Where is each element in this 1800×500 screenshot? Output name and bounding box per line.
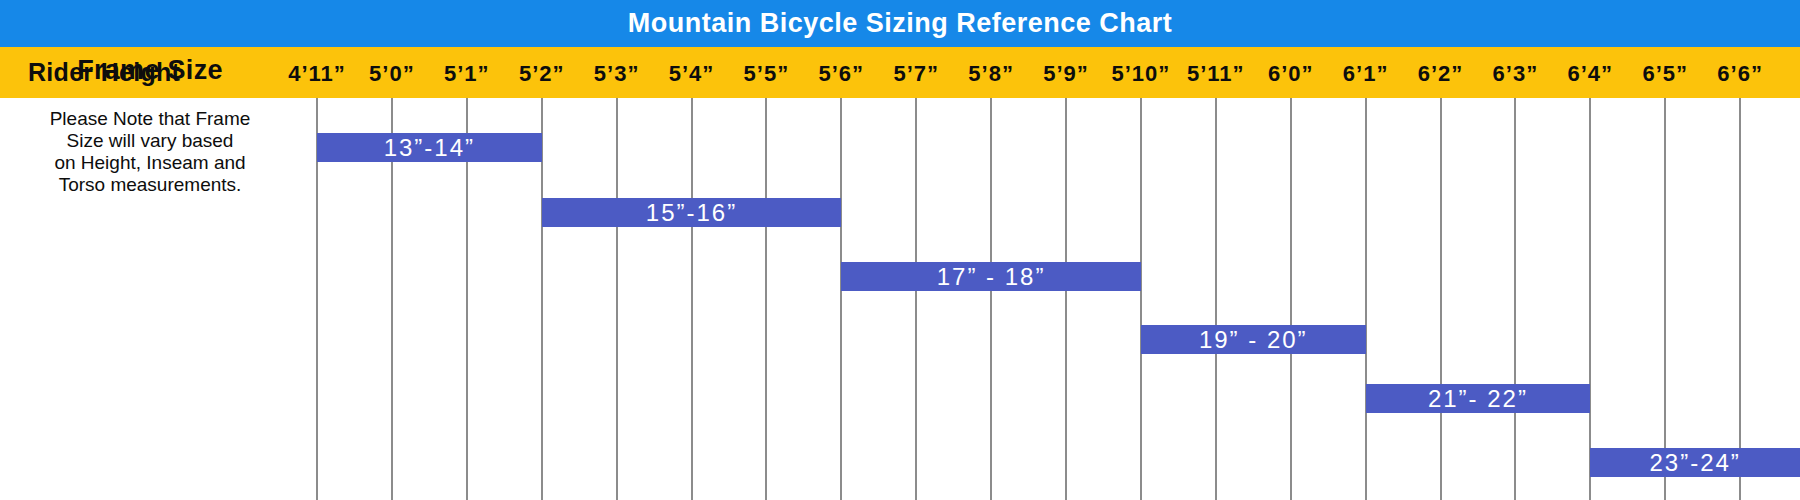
height-tick: 6’3” (1493, 47, 1539, 98)
frame-size-note: Please Note that Frame Size will vary ba… (20, 108, 280, 196)
height-tick: 5’10” (1111, 47, 1170, 98)
height-tick: 4’11” (288, 47, 346, 98)
height-tick: 6’1” (1343, 47, 1389, 98)
gridline (1065, 98, 1067, 500)
frame-size-bar: 15”-16” (542, 198, 842, 227)
gridline (915, 98, 917, 500)
height-tick: 6’0” (1268, 47, 1314, 98)
frame-size-heading: Frame Size (20, 55, 280, 86)
height-tick: 5’7” (893, 47, 939, 98)
gridline (990, 98, 992, 500)
height-tick: 5’1” (444, 47, 490, 98)
frame-size-bar: 13”-14” (317, 133, 542, 162)
chart-title: Mountain Bicycle Sizing Reference Chart (628, 8, 1173, 39)
height-tick: 6’4” (1568, 47, 1614, 98)
chart-title-bar: Mountain Bicycle Sizing Reference Chart (0, 0, 1800, 47)
gridline (1664, 98, 1666, 500)
frame-size-bar: 17” - 18” (841, 262, 1141, 291)
gridline (1140, 98, 1142, 500)
frame-size-bar: 21”- 22” (1366, 384, 1591, 413)
height-tick: 6’2” (1418, 47, 1464, 98)
frame-size-panel: Frame Size Please Note that Frame Size w… (20, 55, 280, 196)
gridline (1514, 98, 1516, 500)
frame-size-bar: 19” - 20” (1141, 325, 1366, 354)
height-tick: 5’4” (669, 47, 715, 98)
gridline (765, 98, 767, 500)
gridline (840, 98, 842, 500)
height-tick: 5’11” (1187, 47, 1245, 98)
height-tick: 5’2” (519, 47, 565, 98)
sizing-chart-page: Mountain Bicycle Sizing Reference Chart … (0, 0, 1800, 500)
height-tick: 5’9” (1043, 47, 1089, 98)
gridline (1440, 98, 1442, 500)
gridline (1290, 98, 1292, 500)
frame-size-bar: 23”-24” (1590, 448, 1800, 477)
gridline (1365, 98, 1367, 500)
height-tick: 6’5” (1642, 47, 1688, 98)
height-tick: 6’6” (1717, 47, 1763, 98)
height-tick: 5’8” (968, 47, 1014, 98)
gridline (691, 98, 693, 500)
gridline (1215, 98, 1217, 500)
gridline (1589, 98, 1591, 500)
gridline (616, 98, 618, 500)
height-tick: 5’3” (594, 47, 640, 98)
height-tick: 5’0” (369, 47, 415, 98)
height-tick: 5’6” (819, 47, 865, 98)
gridline (1739, 98, 1741, 500)
height-tick: 5’5” (744, 47, 790, 98)
